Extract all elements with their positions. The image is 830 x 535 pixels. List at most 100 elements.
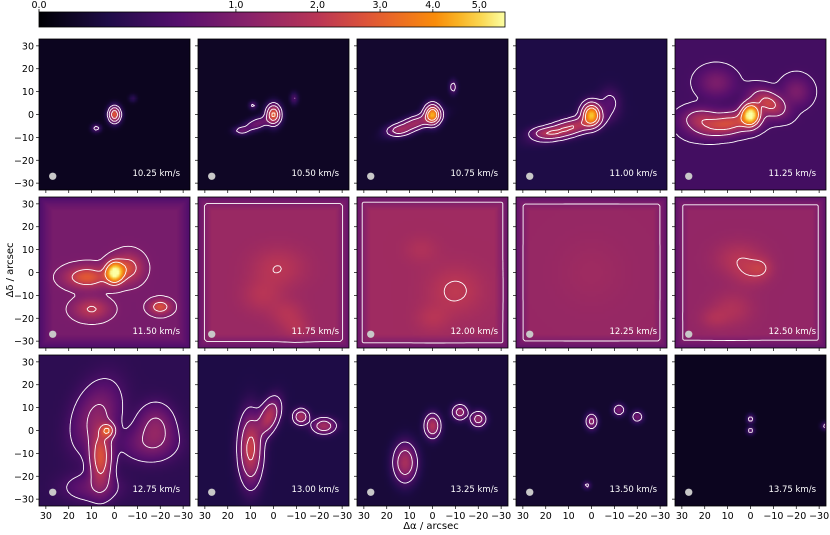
beam-marker: [685, 330, 693, 338]
contour-lines: [386, 82, 456, 137]
contour-lines: [584, 404, 643, 488]
y-tick-label: 0: [28, 426, 34, 437]
x-tick-label: 30: [517, 511, 529, 522]
x-tick-label: 0: [270, 511, 276, 522]
beam-marker: [685, 488, 693, 496]
velocity-label: 13.25 km/s: [450, 485, 498, 495]
channel-panel: 13.00 km/s 30 20 10 0 −10 −20 −30: [195, 354, 352, 522]
channel-panel: 12.25 km/s: [513, 196, 668, 351]
channel-image: [39, 355, 190, 506]
beam-marker: [49, 488, 57, 496]
x-tick-label: 20: [381, 511, 393, 522]
channel-image: [357, 39, 508, 190]
x-tick-label: 20: [222, 511, 234, 522]
y-tick-label: −30: [14, 337, 34, 348]
contour-lines: [66, 378, 180, 505]
y-tick-label: 10: [22, 245, 34, 256]
colorbar-tick-label: 1.0: [228, 0, 243, 11]
channel-image: [675, 197, 826, 348]
x-tick-label: 10: [404, 511, 416, 522]
channel-image: [675, 39, 826, 190]
y-tick-label: −20: [14, 156, 34, 167]
channel-image: [39, 39, 190, 190]
colorbar: [38, 11, 506, 28]
velocity-label: 12.50 km/s: [768, 327, 816, 337]
channel-image: [516, 197, 667, 348]
channel-image: [357, 197, 508, 348]
x-tick-label: 30: [199, 511, 211, 522]
y-tick-label: 0: [28, 110, 34, 121]
x-tick-label: −30: [491, 511, 511, 522]
y-tick-label: 20: [22, 64, 34, 75]
channel-panel: 11.75 km/s: [195, 196, 350, 351]
channel-image: [198, 39, 349, 190]
x-tick-label: −20: [150, 511, 170, 522]
velocity-label: 13.00 km/s: [291, 485, 339, 495]
channel-image: [357, 355, 508, 506]
channel-image: [675, 355, 826, 506]
y-tick-label: 0: [28, 268, 34, 279]
channel-panel: 11.00 km/s: [513, 38, 668, 193]
beam-marker: [49, 172, 57, 180]
y-tick-label: −30: [14, 495, 34, 506]
beam-marker: [526, 488, 534, 496]
x-tick-label: −10: [127, 511, 147, 522]
y-tick-label: 30: [22, 357, 34, 368]
channel-panel: 13.25 km/s 30 20 10 0 −10 −20 −30: [354, 354, 511, 522]
y-tick-label: −30: [14, 179, 34, 190]
x-tick-label: 30: [676, 511, 688, 522]
y-tick-label: 20: [22, 222, 34, 233]
x-tick-label: 20: [699, 511, 711, 522]
colorbar-tick-label: 2.0: [310, 0, 325, 11]
channel-image: [516, 355, 667, 506]
beam-marker: [526, 172, 534, 180]
colorbar-tick-label: 0.0: [31, 0, 46, 11]
contour-lines: [361, 201, 504, 344]
velocity-label: 10.75 km/s: [450, 169, 498, 179]
colorbar-tick-label: 4.0: [425, 0, 440, 11]
channel-image: [516, 39, 667, 190]
y-tick-label: 10: [22, 87, 34, 98]
contour-lines: [747, 416, 826, 433]
contour-lines: [203, 202, 344, 343]
velocity-label: 12.25 km/s: [609, 327, 657, 337]
beam-marker: [208, 172, 216, 180]
x-tick-label: −30: [650, 511, 670, 522]
x-tick-label: 10: [563, 511, 575, 522]
x-tick-label: 20: [540, 511, 552, 522]
channel-panel: 13.50 km/s 30 20 10 0 −10 −20 −30: [513, 354, 670, 522]
contour-lines: [682, 204, 819, 341]
y-tick-label: −20: [14, 472, 34, 483]
beam-marker: [208, 330, 216, 338]
x-tick-label: −20: [786, 511, 806, 522]
velocity-label: 13.50 km/s: [609, 485, 657, 495]
y-tick-label: −20: [14, 314, 34, 325]
channel-panel: 10.25 km/s 30 20 10 0 −10 −20 −30: [14, 38, 191, 193]
x-tick-label: −30: [809, 511, 829, 522]
velocity-label: 12.00 km/s: [450, 327, 498, 337]
beam-marker: [685, 172, 693, 180]
x-tick-label: 10: [722, 511, 734, 522]
x-tick-label: 0: [747, 511, 753, 522]
colorbar-tick-label: 5.0: [472, 0, 487, 11]
contour-lines: [52, 245, 177, 325]
channel-panel: 11.25 km/s: [672, 38, 827, 193]
y-tick-label: 20: [22, 380, 34, 391]
beam-marker: [49, 330, 57, 338]
channel-panel: 10.75 km/s: [354, 38, 509, 193]
channel-panel: 12.50 km/s: [672, 196, 827, 351]
y-tick-label: −10: [14, 291, 34, 302]
x-tick-label: 30: [358, 511, 370, 522]
channel-image: [198, 197, 349, 348]
x-tick-label: −30: [332, 511, 352, 522]
channel-image: [39, 197, 190, 348]
beam-marker: [526, 330, 534, 338]
y-tick-label: 30: [22, 41, 34, 52]
beam-marker: [367, 172, 375, 180]
colorbar-tick-label: 3.0: [373, 0, 388, 11]
channel-panel: 11.50 km/s 30 20 10 0 −10 −20 −30: [14, 196, 191, 351]
contour-lines: [392, 404, 487, 484]
velocity-label: 12.75 km/s: [132, 485, 180, 495]
contour-lines: [528, 94, 617, 143]
